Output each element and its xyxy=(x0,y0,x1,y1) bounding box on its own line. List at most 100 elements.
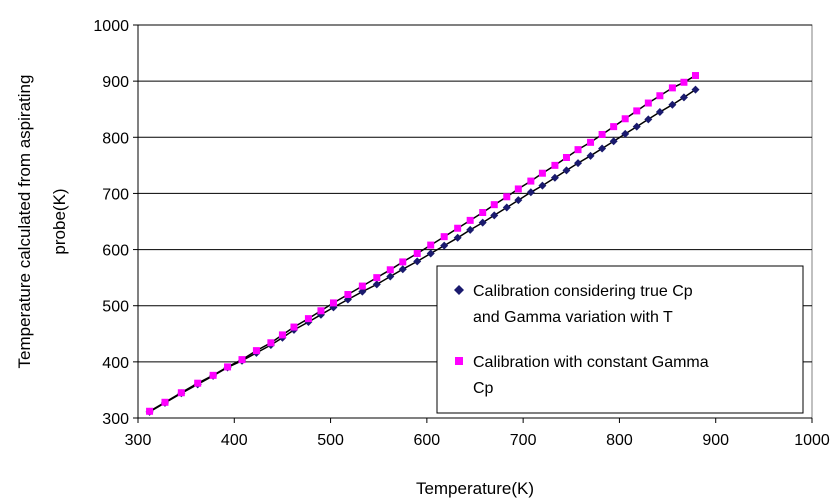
y-tick-label: 800 xyxy=(102,130,129,147)
data-point-diamond xyxy=(598,144,607,153)
data-point-diamond xyxy=(413,257,422,266)
y-axis-title-line-1: Temperature calculated from aspirating xyxy=(15,75,34,369)
data-point-square xyxy=(440,233,448,241)
data-point-square xyxy=(373,274,381,282)
data-point-square xyxy=(454,224,462,232)
data-point-square xyxy=(479,209,487,217)
data-point-square xyxy=(574,146,582,154)
data-point-square xyxy=(278,331,286,339)
x-tick-label: 600 xyxy=(414,432,441,449)
data-point-square xyxy=(161,398,169,406)
data-point-diamond xyxy=(550,173,559,182)
data-point-square xyxy=(503,193,511,201)
data-point-square xyxy=(344,290,352,298)
legend-label-series-2-line-2: Cp xyxy=(473,380,494,397)
legend-label-series-1-line-1: Calibration considering true Cp xyxy=(473,283,693,300)
legend: Calibration considering true Cp and Gamm… xyxy=(436,265,804,414)
data-point-square xyxy=(598,130,606,138)
legend-marker-square xyxy=(455,357,463,365)
legend-label-series-2-line-1: Calibration with constant Gamma xyxy=(473,354,709,371)
x-tick-label: 800 xyxy=(606,432,633,449)
data-point-square xyxy=(621,115,629,123)
data-point-square xyxy=(633,107,641,115)
data-point-diamond xyxy=(398,265,407,274)
x-tick-label: 700 xyxy=(510,432,537,449)
data-point-square xyxy=(329,299,337,307)
y-tick-label: 600 xyxy=(102,243,129,260)
y-tick-label: 300 xyxy=(102,411,129,428)
data-point-diamond xyxy=(490,211,499,220)
data-point-diamond xyxy=(358,287,367,296)
data-point-square xyxy=(238,356,246,364)
data-point-square xyxy=(304,315,312,323)
data-point-diamond xyxy=(586,151,595,160)
data-point-diamond xyxy=(562,166,571,175)
data-point-diamond xyxy=(514,196,523,205)
data-point-diamond xyxy=(668,100,677,109)
data-point-square xyxy=(527,177,535,185)
data-point-diamond xyxy=(372,280,381,289)
data-point-diamond xyxy=(426,249,435,258)
y-tick-label: 700 xyxy=(102,186,129,203)
axis-ticks: 300 400 500 600 700 800 900 1000 300 400 500 600 700… xyxy=(93,18,829,449)
data-point-diamond xyxy=(526,188,535,197)
data-point-diamond xyxy=(574,159,583,168)
data-point-square xyxy=(587,138,595,146)
data-point-diamond xyxy=(609,137,618,146)
data-point-square xyxy=(317,307,325,315)
data-point-square xyxy=(194,379,202,387)
data-point-square xyxy=(680,78,688,86)
y-tick-label: 400 xyxy=(102,355,129,372)
x-tick-label: 1000 xyxy=(794,432,830,449)
x-tick-label: 400 xyxy=(221,432,248,449)
y-tick-label: 500 xyxy=(102,299,129,316)
data-series xyxy=(145,72,700,416)
data-point-square xyxy=(386,266,394,274)
data-point-square xyxy=(562,153,570,161)
data-point-square xyxy=(610,123,618,131)
data-point-diamond xyxy=(632,122,641,131)
data-point-diamond xyxy=(538,181,547,190)
data-point-square xyxy=(514,185,522,193)
data-point-diamond xyxy=(440,241,449,250)
data-point-diamond xyxy=(644,115,653,124)
data-point-square xyxy=(427,241,435,249)
data-point-diamond xyxy=(621,129,630,138)
data-point-square xyxy=(358,282,366,290)
data-point-square xyxy=(146,407,154,415)
series-2 xyxy=(146,72,699,415)
y-tick-label: 1000 xyxy=(93,18,129,35)
legend-box xyxy=(436,265,804,414)
data-point-diamond xyxy=(453,233,462,242)
data-point-square xyxy=(490,201,498,209)
data-point-diamond xyxy=(478,218,487,227)
data-point-square xyxy=(267,339,275,347)
data-point-square xyxy=(538,169,546,177)
data-point-diamond xyxy=(679,93,688,102)
data-point-diamond xyxy=(386,272,395,281)
data-point-diamond xyxy=(655,108,664,117)
data-point-square xyxy=(644,99,652,107)
data-point-square xyxy=(413,250,421,258)
legend-label-series-1-line-2: and Gamma variation with T xyxy=(473,309,673,326)
data-point-diamond xyxy=(502,203,511,212)
data-point-square xyxy=(209,371,217,379)
x-axis-title: Temperature(K) xyxy=(416,479,534,498)
data-point-square xyxy=(224,363,232,371)
data-point-square xyxy=(551,161,559,169)
data-point-square xyxy=(399,258,407,266)
legend-marker-diamond xyxy=(454,285,464,295)
data-point-square xyxy=(252,347,260,355)
y-tick-label: 900 xyxy=(102,74,129,91)
data-point-square xyxy=(691,72,699,80)
data-point-diamond xyxy=(466,225,475,234)
x-tick-label: 300 xyxy=(125,432,152,449)
x-tick-label: 500 xyxy=(317,432,344,449)
data-point-diamond xyxy=(691,85,700,94)
x-tick-label: 900 xyxy=(702,432,729,449)
data-point-square xyxy=(656,92,664,100)
data-point-square xyxy=(177,389,185,397)
data-point-square xyxy=(668,84,676,92)
data-point-square xyxy=(290,323,298,331)
